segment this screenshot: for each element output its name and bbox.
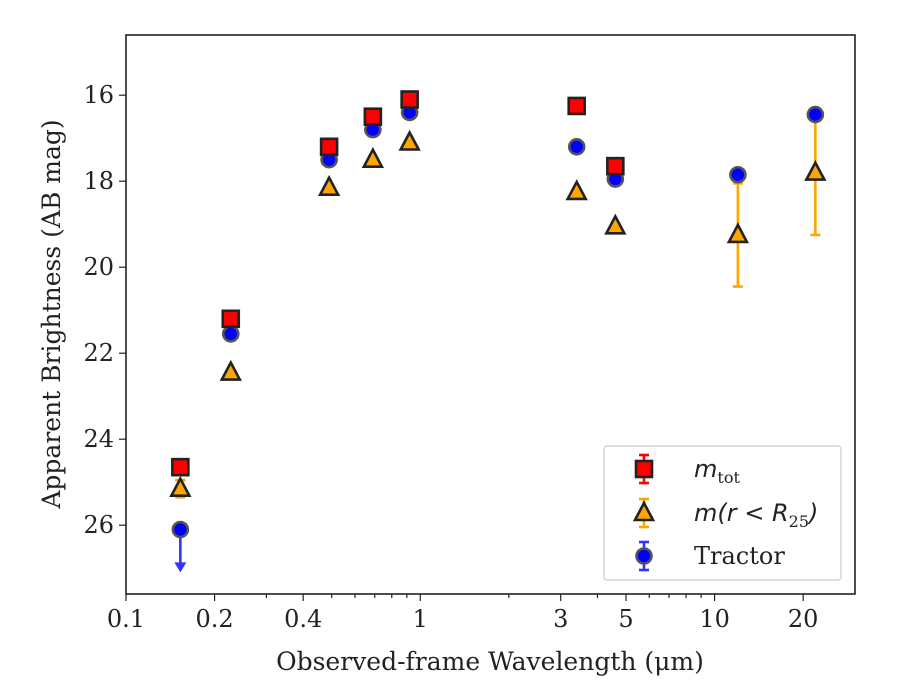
legend-label: mtot (694, 455, 740, 487)
plot-frame (125, 34, 856, 595)
axis-ticks: 0.1 0.2 0.4 1 3 5 10 20 16 18 20 22 24 26 (83, 81, 818, 633)
data-point-square (606, 156, 625, 176)
y-tick-label: 24 (83, 425, 114, 453)
x-tick-label: 5 (618, 605, 633, 633)
legend-entry: mtot (634, 453, 740, 487)
legend-entry: Tractor (635, 540, 785, 572)
data-point-square (221, 309, 241, 329)
x-axis-label: Observed-frame Wavelength (μm) (276, 647, 704, 676)
legend-marker-square (634, 459, 654, 479)
data-point-circle (221, 325, 240, 343)
x-tick-label: 0.2 (196, 605, 234, 633)
series-triangle (169, 108, 827, 499)
data-point-triangle (317, 174, 341, 196)
legend-label: m(r < R25) (694, 499, 818, 531)
legend-entry: m(r < R25) (632, 497, 818, 531)
legend: mtot m(r < R25) Tractor (603, 445, 842, 581)
x-tick-label: 0.1 (107, 605, 145, 633)
data-point-square (363, 107, 383, 126)
data-point-triangle (604, 213, 627, 235)
data-point-circle (729, 165, 747, 184)
data-point-square (567, 96, 587, 116)
data-point-triangle (565, 179, 588, 201)
series-square (171, 90, 625, 477)
y-tick-label: 26 (83, 511, 114, 539)
legend-marker-triangle (632, 500, 656, 522)
y-tick-label: 18 (83, 167, 114, 195)
data-point-circle (567, 138, 586, 156)
legend-label: Tractor (694, 542, 785, 570)
data-point-triangle (398, 129, 421, 151)
x-tick-label: 20 (788, 605, 819, 633)
x-tick-label: 3 (553, 605, 568, 633)
y-tick-label: 20 (83, 253, 114, 281)
y-axis-label: Apparent Brightness (AB mag) (37, 119, 66, 509)
data-marks (169, 90, 827, 573)
data-point-triangle (361, 146, 385, 168)
y-tick-label: 22 (83, 339, 114, 367)
legend-box (603, 445, 842, 581)
data-point-square (319, 137, 339, 157)
x-tick-label: 1 (413, 605, 428, 633)
data-point-square (400, 90, 419, 109)
data-point-square (171, 457, 190, 477)
data-point-triangle (219, 359, 242, 381)
data-point-triangle (726, 222, 750, 244)
data-point-circle (806, 105, 825, 124)
legend-marker-circle (635, 547, 653, 565)
data-point-triangle (169, 475, 192, 497)
y-tick-label: 16 (83, 81, 114, 109)
data-point-triangle (804, 159, 827, 181)
x-tick-label: 10 (699, 605, 730, 633)
x-tick-label: 0.4 (284, 605, 322, 633)
data-point-circle (171, 520, 190, 539)
